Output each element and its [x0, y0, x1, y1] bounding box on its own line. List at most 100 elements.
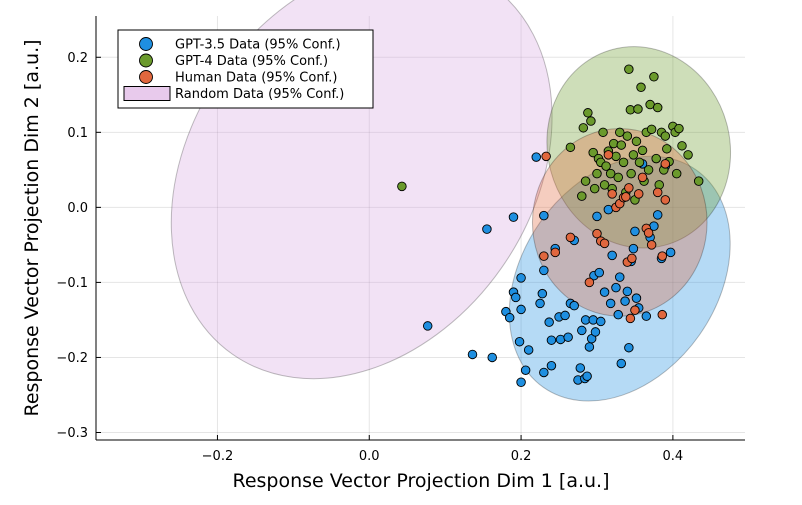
data-point — [615, 127, 625, 138]
data-point — [575, 363, 586, 373]
data-point — [596, 316, 606, 327]
data-point — [541, 151, 551, 162]
data-point — [607, 250, 617, 261]
data-point — [535, 298, 545, 309]
legend-marker — [139, 37, 153, 51]
data-point — [589, 183, 600, 194]
legend-label: Human Data (95% Conf.) — [175, 71, 337, 86]
axes: −0.2 0.0 0.2 0.4 −0.3 −0.2 −0.1 0.0 0.1 0.2 — [56, 16, 745, 464]
data-point — [467, 349, 478, 360]
y-tick-label: −0.2 — [56, 351, 88, 366]
x-axis-title: Response Vector Projection Dim 1 [a.u.] — [232, 470, 609, 492]
x-tick-label: −0.2 — [202, 449, 234, 464]
y-tick-label: −0.1 — [56, 276, 88, 291]
data-point — [649, 72, 659, 82]
data-point — [622, 131, 633, 141]
y-tick-label: 0.0 — [67, 201, 88, 216]
y-tick-label: −0.3 — [56, 426, 88, 441]
data-point — [592, 211, 602, 222]
legend-label: GPT-3.5 Data (95% Conf.) — [175, 38, 341, 53]
confidence-ellipse — [546, 46, 732, 249]
data-point — [550, 247, 560, 258]
data-point — [599, 180, 610, 190]
data-point — [611, 282, 621, 293]
data-point — [615, 272, 625, 282]
data-point — [586, 116, 596, 126]
data-point — [563, 332, 573, 342]
data-point — [677, 141, 687, 151]
data-point — [569, 300, 579, 311]
data-point — [592, 228, 602, 239]
y-tick-label: 0.2 — [67, 51, 88, 66]
data-point — [624, 64, 634, 75]
legend-marker — [139, 70, 153, 84]
data-point — [636, 82, 646, 93]
data-point — [565, 142, 576, 153]
data-point — [625, 313, 636, 324]
data-point — [641, 311, 652, 321]
legend-box — [117, 29, 374, 109]
data-point — [624, 342, 634, 353]
data-point — [651, 153, 661, 164]
data-point — [584, 277, 595, 288]
data-point — [607, 189, 617, 199]
data-point — [601, 161, 611, 171]
data-point — [544, 317, 554, 327]
data-point — [628, 243, 639, 254]
data-point — [643, 165, 654, 175]
data-point — [652, 102, 663, 113]
data-point — [580, 176, 591, 186]
data-points — [397, 64, 704, 387]
data-point — [633, 189, 644, 199]
data-point — [516, 273, 526, 283]
legend: GPT-3.5 Data (95% Conf.)GPT-4 Data (95% … — [117, 29, 374, 109]
data-point — [631, 293, 642, 303]
legend-label: Random Data (95% Conf.) — [175, 87, 344, 102]
data-point — [657, 309, 668, 320]
data-point — [616, 140, 627, 150]
data-point — [621, 192, 631, 202]
data-point — [482, 224, 492, 234]
data-point — [504, 312, 515, 323]
data-point — [523, 345, 534, 355]
data-point — [565, 232, 576, 243]
data-point — [546, 335, 557, 345]
data-point — [693, 176, 704, 186]
x-tick-label: 0.4 — [663, 449, 684, 464]
legend-marker — [139, 53, 153, 68]
data-point — [577, 325, 587, 336]
data-point — [616, 358, 627, 369]
data-point — [646, 240, 657, 250]
data-point — [539, 210, 549, 221]
data-point — [592, 168, 602, 179]
data-point — [531, 152, 542, 162]
data-point — [643, 228, 654, 238]
data-point — [633, 104, 643, 114]
data-point — [637, 145, 648, 156]
data-point — [657, 251, 668, 261]
data-point — [487, 352, 497, 363]
data-point — [671, 168, 682, 179]
data-point — [598, 127, 608, 138]
data-point — [588, 315, 598, 325]
data-point — [613, 172, 623, 183]
data-point — [630, 226, 640, 237]
data-point — [539, 367, 549, 378]
data-point — [605, 298, 616, 309]
data-point — [626, 168, 636, 179]
data-point — [539, 265, 549, 276]
data-point — [594, 267, 605, 278]
data-point — [630, 305, 640, 315]
data-point — [599, 238, 610, 249]
data-point — [422, 321, 433, 331]
data-point — [520, 365, 531, 375]
data-point — [582, 371, 592, 381]
data-point — [590, 327, 601, 337]
data-point — [599, 287, 610, 297]
data-point — [662, 144, 672, 154]
data-point — [516, 304, 526, 315]
data-point — [603, 150, 614, 160]
y-axis-title: Response Vector Projection Dim 2 [a.u.] — [21, 39, 43, 416]
x-tick-label: 0.2 — [511, 449, 532, 464]
